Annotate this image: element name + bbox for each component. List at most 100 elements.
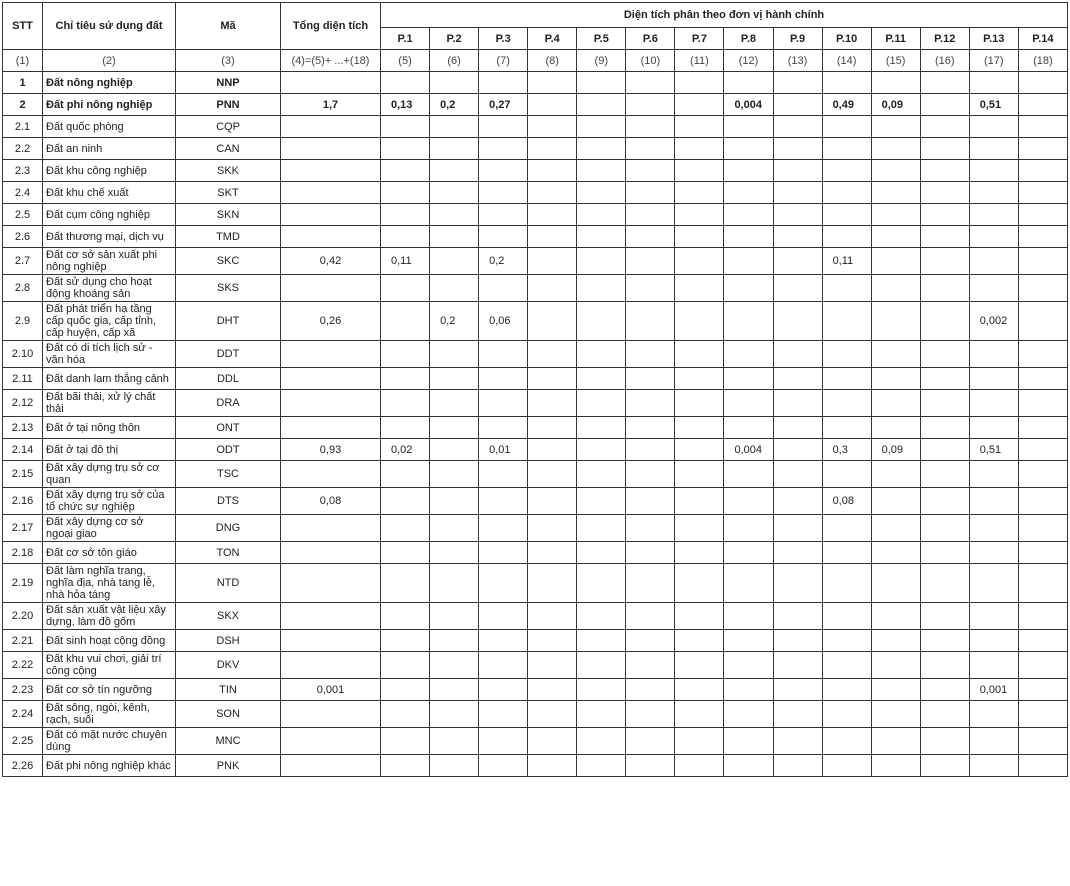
cell-unit-value bbox=[429, 203, 480, 226]
cell-unit-value bbox=[772, 563, 823, 603]
cell-unit-value: 0,002 bbox=[968, 301, 1019, 341]
cell-code: SON bbox=[175, 700, 281, 728]
cell-code: NNP bbox=[175, 71, 281, 94]
cell-unit-value bbox=[527, 514, 578, 542]
cell-code: SKS bbox=[175, 274, 281, 302]
cell-unit-value bbox=[379, 389, 431, 417]
cell-unit-value bbox=[625, 727, 676, 755]
column-index: (4)=(5)+ ...+(18) bbox=[280, 49, 381, 72]
cell-unit-value bbox=[527, 159, 578, 182]
cell-unit-value bbox=[1017, 754, 1069, 777]
cell-unit-value bbox=[674, 563, 725, 603]
cell-unit-value bbox=[870, 203, 921, 226]
cell-unit-value bbox=[772, 514, 823, 542]
table-row: 2.12 Đất bãi thải, xử lý chất thải DRA bbox=[2, 389, 1069, 417]
cell-unit-value bbox=[968, 514, 1019, 542]
cell-unit-value bbox=[674, 602, 725, 630]
cell-unit-value bbox=[1017, 563, 1069, 603]
cell-unit-value bbox=[723, 541, 774, 564]
table-row: 2.17 Đất xây dựng cơ sở ngoại giao DNG bbox=[2, 514, 1069, 542]
cell-code: TON bbox=[175, 541, 281, 564]
cell-unit-value bbox=[379, 487, 431, 515]
cell-unit-value bbox=[625, 629, 676, 652]
cell-unit-value bbox=[870, 700, 921, 728]
cell-unit-value bbox=[870, 514, 921, 542]
cell-unit-value bbox=[723, 416, 774, 439]
cell-unit-value bbox=[968, 225, 1019, 248]
column-index: (14) bbox=[821, 49, 872, 72]
cell-unit-value bbox=[870, 460, 921, 488]
cell-unit-value bbox=[674, 225, 725, 248]
cell-unit-value bbox=[527, 301, 578, 341]
cell-unit-value bbox=[576, 460, 627, 488]
cell-total: 0,42 bbox=[280, 247, 381, 275]
cell-stt: 2.9 bbox=[2, 301, 43, 341]
header-unit: P.12 bbox=[919, 27, 970, 50]
cell-unit-value bbox=[379, 115, 431, 138]
column-index: (6) bbox=[429, 49, 480, 72]
cell-stt: 2.21 bbox=[2, 629, 43, 652]
cell-unit-value bbox=[674, 541, 725, 564]
cell-unit-value bbox=[1017, 678, 1069, 701]
cell-unit-value bbox=[723, 340, 774, 368]
cell-unit-value bbox=[870, 754, 921, 777]
cell-unit-value bbox=[772, 727, 823, 755]
cell-stt: 2.19 bbox=[2, 563, 43, 603]
cell-unit-value bbox=[625, 651, 676, 679]
cell-unit-value bbox=[576, 181, 627, 204]
cell-unit-value bbox=[821, 181, 872, 204]
cell-stt: 2.1 bbox=[2, 115, 43, 138]
header-stt: STT bbox=[2, 2, 43, 50]
cell-unit-value bbox=[478, 678, 529, 701]
cell-stt: 2.12 bbox=[2, 389, 43, 417]
cell-name: Đất sản xuất vật liệu xây dựng, làm đồ g… bbox=[42, 602, 176, 630]
cell-unit-value bbox=[429, 274, 480, 302]
cell-unit-value bbox=[870, 340, 921, 368]
cell-unit-value bbox=[1017, 137, 1069, 160]
cell-unit-value bbox=[527, 602, 578, 630]
cell-unit-value: 0,2 bbox=[429, 93, 480, 116]
cell-unit-value bbox=[674, 514, 725, 542]
cell-stt: 2.17 bbox=[2, 514, 43, 542]
cell-unit-value bbox=[674, 247, 725, 275]
cell-unit-value bbox=[821, 629, 872, 652]
cell-unit-value: 0,01 bbox=[478, 438, 529, 461]
cell-unit-value bbox=[576, 438, 627, 461]
cell-unit-value bbox=[379, 71, 431, 94]
table-row: 2.21 Đất sinh hoạt cộng đồng DSH bbox=[2, 629, 1069, 652]
cell-total bbox=[280, 563, 381, 603]
cell-unit-value bbox=[379, 754, 431, 777]
cell-unit-value bbox=[429, 651, 480, 679]
cell-unit-value bbox=[625, 93, 676, 116]
cell-unit-value bbox=[674, 651, 725, 679]
cell-unit-value bbox=[968, 727, 1019, 755]
cell-stt: 2.16 bbox=[2, 487, 43, 515]
column-index: (2) bbox=[42, 49, 176, 72]
cell-unit-value bbox=[576, 93, 627, 116]
cell-name: Đất cụm công nghiệp bbox=[42, 203, 176, 226]
cell-stt: 1 bbox=[2, 71, 43, 94]
cell-unit-value bbox=[478, 514, 529, 542]
cell-unit-value bbox=[821, 389, 872, 417]
cell-unit-value bbox=[870, 274, 921, 302]
cell-unit-value: 0,09 bbox=[870, 93, 921, 116]
cell-unit-value bbox=[576, 651, 627, 679]
header-row-index: (1) (2) (3) (4)=(5)+ ...+(18) (5) (6) (7) (8) (9… bbox=[2, 49, 1069, 72]
cell-unit-value bbox=[772, 247, 823, 275]
cell-unit-value bbox=[674, 301, 725, 341]
cell-unit-value bbox=[576, 203, 627, 226]
cell-unit-value bbox=[1017, 225, 1069, 248]
cell-unit-value bbox=[625, 340, 676, 368]
cell-unit-value bbox=[379, 416, 431, 439]
cell-code: DHT bbox=[175, 301, 281, 341]
cell-unit-value bbox=[478, 340, 529, 368]
cell-unit-value bbox=[527, 115, 578, 138]
table-row: 2.4 Đất khu chế xuất SKT bbox=[2, 181, 1069, 204]
cell-unit-value bbox=[429, 115, 480, 138]
cell-unit-value bbox=[576, 274, 627, 302]
table-body: 1 Đất nông nghiệp NNP 2 Đất phi nông nghiệp P… bbox=[2, 71, 1069, 777]
cell-unit-value bbox=[379, 137, 431, 160]
cell-unit-value bbox=[1017, 460, 1069, 488]
cell-unit-value bbox=[723, 367, 774, 390]
cell-unit-value bbox=[576, 389, 627, 417]
